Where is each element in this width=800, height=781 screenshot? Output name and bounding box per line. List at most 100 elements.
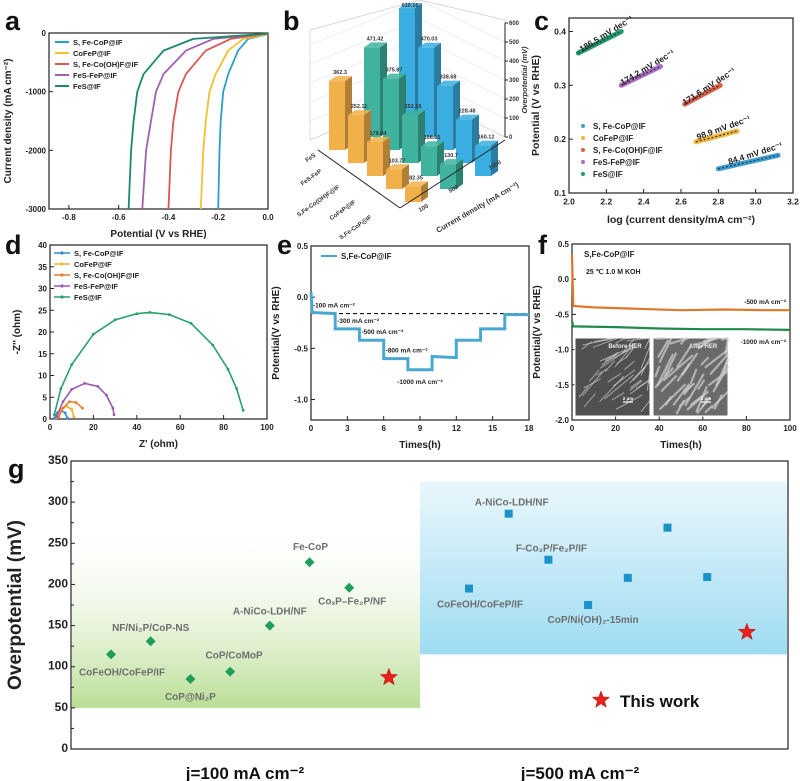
current-step-label: -100 mA cm⁻² xyxy=(313,303,356,310)
data-point xyxy=(74,401,78,404)
sem-texture xyxy=(646,369,651,391)
bar-value-label: 471.42 xyxy=(367,36,384,42)
current-step-label: -800 mA cm⁻² xyxy=(386,348,429,355)
inset-label: Before HER xyxy=(608,344,642,350)
sem-texture xyxy=(624,337,636,340)
material-label: CoP/Ni(OH)₂-15min xyxy=(548,615,639,626)
bar-top-face xyxy=(456,114,479,120)
material-label: CoₓP–Fe₂P/NF xyxy=(318,597,386,608)
scale-bar-label: 2 μm xyxy=(623,396,634,401)
material-label: A-NiCo-LDH/NF xyxy=(475,498,549,509)
y-tick-label: 10 xyxy=(38,372,47,381)
panel-label-c: c xyxy=(534,6,549,36)
data-point xyxy=(235,387,239,390)
sem-texture xyxy=(578,386,589,398)
x-tick-label: 2.6 xyxy=(675,197,687,207)
sem-texture xyxy=(607,372,622,383)
sem-texture xyxy=(604,360,615,373)
material-label: CoFeOH/CoFeP/IF xyxy=(79,667,165,678)
tafel-slope-label: 98.9 mV dec⁻¹ xyxy=(695,113,752,141)
sem-texture xyxy=(588,369,600,382)
group-axis-label: j=500 mA cm⁻² xyxy=(520,764,640,781)
legend-marker xyxy=(60,295,64,299)
sem-texture xyxy=(689,368,698,385)
bar-side-face xyxy=(383,137,390,176)
panel-c-tafel-chart: 2.0 2.2 2.4 2.6 2.8 3.0 3.2 0.1 0.2 0.3 0.4 log (cu… xyxy=(530,13,799,226)
sem-texture xyxy=(644,337,651,349)
inset-label: After HER xyxy=(689,344,718,350)
data-point xyxy=(70,408,74,411)
panel-f-stability-chart: 0 20 40 60 80 100 -2.0 -1.5 -1.0 -0.5 0.0 0.5 Times(… xyxy=(532,240,797,451)
legend-label: FeS@IF xyxy=(74,293,102,302)
series-line xyxy=(570,254,790,312)
bar-side-face xyxy=(456,159,463,189)
panel-a-lsv-chart: -0.8 -0.6 -0.4 -0.2 0.0 0 -1000 -2000 -3000 Poten… xyxy=(3,29,274,240)
category-axis-line xyxy=(317,149,401,209)
x-tick-label: 0.0 xyxy=(262,213,274,222)
series-line xyxy=(167,32,269,210)
material-label: Fe-CoP xyxy=(293,542,328,553)
legend-label: CoFeP@IF xyxy=(73,49,111,58)
material-label: NF/Ni₂P/CoP-NS xyxy=(112,623,190,634)
data-point xyxy=(92,332,95,336)
diamond-marker xyxy=(225,666,236,677)
sem-texture xyxy=(682,384,693,396)
legend-marker xyxy=(60,262,64,266)
y-tick-label: -1.0 xyxy=(294,396,308,405)
sem-texture xyxy=(700,356,710,366)
data-point xyxy=(112,413,116,417)
y-axis-label: -Z'' (ohm) xyxy=(12,310,23,355)
bar-top-face xyxy=(437,80,460,86)
bar-front-face xyxy=(329,81,345,150)
sem-texture xyxy=(712,365,729,393)
tafel-fit-line xyxy=(578,30,622,54)
y-axis-label: Current density (mA cm⁻²) xyxy=(3,59,14,184)
y-tick-label: 0.4 xyxy=(554,26,566,36)
y-tick-label: 25 xyxy=(38,306,47,315)
bar-value-label: 252.11 xyxy=(351,104,368,110)
sem-texture xyxy=(669,336,690,345)
y-tick-label: 0.3 xyxy=(554,80,566,90)
legend-label: S,Fe-CoP@IF xyxy=(341,252,392,261)
sem-texture xyxy=(707,370,729,387)
x-axis-label: Z' (ohm) xyxy=(139,439,178,450)
plot-frame xyxy=(310,245,530,421)
y-tick-label: -3000 xyxy=(26,205,47,214)
data-point xyxy=(57,415,61,419)
bar-side-face xyxy=(491,140,498,176)
bar: 160.12 xyxy=(475,135,498,176)
square-marker xyxy=(465,584,473,593)
y-axis-label: Overpotential (mV) xyxy=(5,520,26,690)
bar-value-label: 130.7 xyxy=(444,153,458,159)
panel-e-multistep-chart: 0 3 6 9 12 15 18 -1.0 -0.5 0.0 0.5 Times(h) Potentia… xyxy=(271,242,534,451)
bar-top-face xyxy=(405,181,428,187)
tafel-slope-label: 171.6 mV dec⁻¹ xyxy=(680,65,737,107)
z-tick-label: 200 xyxy=(509,97,520,103)
grid-line xyxy=(419,0,506,21)
bar-value-label: 610.16 xyxy=(402,3,419,9)
plot-frame xyxy=(48,32,269,210)
sem-texture xyxy=(583,378,601,389)
x-tick-label: 0 xyxy=(309,424,314,433)
y-tick-label: 0 xyxy=(42,29,47,38)
z-tick-label: 100 xyxy=(509,116,520,122)
grid-line xyxy=(309,0,506,46)
diamond-marker xyxy=(145,636,156,647)
panel-b-3d-bar-chart: 610.16 470.03 338.68 228.48 160.12 471.42 375.… xyxy=(296,0,529,241)
data-point xyxy=(83,381,87,385)
panel-g-comparison-chart: 0 50 100 150 200 250 300 350 Overpotential (mV) C… xyxy=(5,453,789,781)
sem-texture xyxy=(630,379,642,389)
legend-marker xyxy=(581,172,585,176)
material-label: CoP/CoMoP xyxy=(205,651,263,662)
x-tick-label: 60 xyxy=(176,423,185,432)
legend-marker xyxy=(581,136,585,140)
series-line xyxy=(53,311,244,415)
x-tick-label: 2.0 xyxy=(563,197,575,207)
sem-texture xyxy=(626,337,651,342)
legend-marker xyxy=(60,284,64,288)
y-tick-label: 0 xyxy=(61,741,68,755)
bar-value-label: 228.48 xyxy=(459,109,476,115)
data-point xyxy=(211,343,215,347)
x-tick-label: 9 xyxy=(418,424,423,433)
